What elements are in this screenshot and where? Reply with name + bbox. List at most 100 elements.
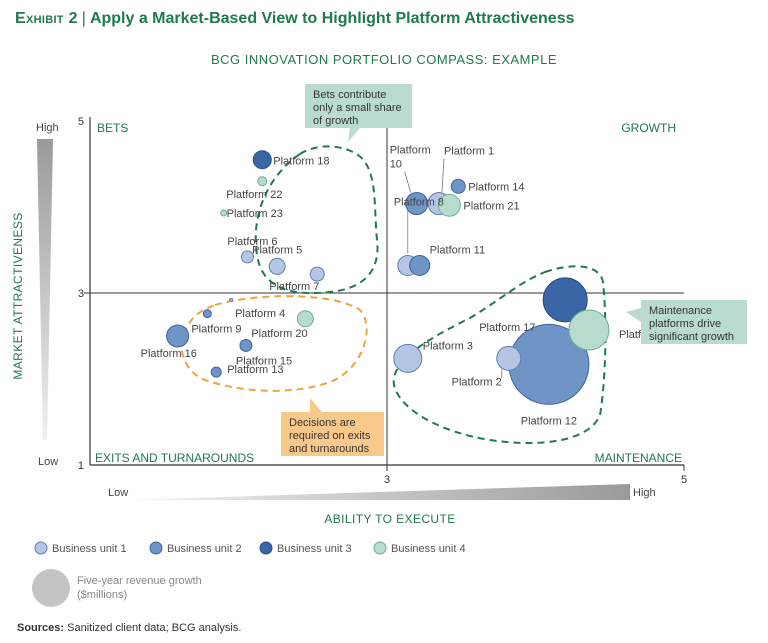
x-axis-title: ABILITY TO EXECUTE bbox=[324, 512, 455, 526]
size-legend-circle bbox=[32, 569, 70, 607]
maintenance-group-outline bbox=[392, 265, 607, 444]
callout-pointer bbox=[348, 128, 360, 142]
bubble-platform-9 bbox=[202, 309, 212, 319]
bubble-platform-10 bbox=[405, 192, 429, 216]
y-axis-wedge bbox=[37, 139, 53, 440]
legend-item-1: Business unit 1 bbox=[34, 541, 127, 555]
legend-item-4: Business unit 4 bbox=[373, 541, 466, 555]
exhibit-label: Exhibit 2 bbox=[15, 10, 78, 27]
quadrant-label-maintenance: MAINTENANCE bbox=[595, 451, 682, 465]
y-tick-label: 3 bbox=[78, 288, 84, 300]
quadrant-label-bets: BETS bbox=[97, 121, 128, 135]
legend-swatch bbox=[34, 541, 48, 555]
callout-line: platforms drive bbox=[649, 318, 721, 330]
point-label-platform-7: Platform 7 bbox=[269, 281, 319, 293]
callout-line: of growth bbox=[313, 115, 358, 127]
point-label-platform-12: Platform 12 bbox=[521, 415, 577, 427]
bubble-platform-3 bbox=[393, 343, 423, 373]
callout-pointer bbox=[310, 398, 322, 412]
x-axis-wedge bbox=[130, 484, 630, 500]
point-label-platform-22: Platform 22 bbox=[226, 189, 282, 201]
point-label-platform-10: Platform 10 bbox=[390, 145, 431, 171]
size-legend-line2: ($millions) bbox=[77, 589, 127, 601]
bubble-platform-23 bbox=[220, 209, 228, 217]
legend-label: Business unit 2 bbox=[167, 543, 242, 555]
point-label-platform-21: Platform 21 bbox=[463, 200, 519, 212]
point-label-platform-15: Platform 15 bbox=[236, 355, 292, 367]
callout-box bbox=[281, 412, 384, 456]
bets-group-outline bbox=[254, 145, 379, 295]
point-label-platform-17: Platform 17 bbox=[479, 322, 535, 334]
callout-box bbox=[641, 300, 747, 344]
point-label-platform-13: Platform 13 bbox=[227, 364, 283, 376]
bubble-platform-14 bbox=[450, 178, 466, 194]
legend-label: Business unit 4 bbox=[391, 543, 466, 555]
x-low-label: Low bbox=[108, 487, 128, 499]
size-legend-line1: Five-year revenue growth bbox=[77, 575, 202, 587]
point-label-platform-20: Platform 20 bbox=[251, 328, 307, 340]
legend-item-2: Business unit 2 bbox=[149, 541, 242, 555]
quadrant-label-exits: EXITS AND TURNAROUNDS bbox=[95, 451, 254, 465]
exits-group-outline bbox=[180, 295, 368, 392]
source-label: Sources: bbox=[17, 622, 65, 634]
point-label-platform-14: Platform 14 bbox=[468, 181, 524, 193]
exhibit-title: Exhibit 2 | Apply a Market-Based View to H… bbox=[15, 10, 575, 28]
legend-label: Business unit 3 bbox=[277, 543, 352, 555]
callout-line: Decisions are bbox=[289, 417, 356, 429]
bubble-platform-2 bbox=[496, 345, 522, 371]
source-note: Sources: Sanitized client data; BCG anal… bbox=[17, 622, 241, 634]
x-tick-label: 5 bbox=[681, 474, 687, 486]
callout-pointer bbox=[626, 308, 641, 322]
point-label-platform-2: Platform 2 bbox=[452, 376, 502, 388]
bubble-platform-21 bbox=[437, 193, 461, 217]
bubble-platform-17 bbox=[542, 277, 588, 323]
bubble-platform-18 bbox=[252, 150, 272, 170]
quadrant-label-growth: GROWTH bbox=[621, 121, 676, 135]
point-label-platform-4: Platform 4 bbox=[235, 308, 285, 320]
x-tick-label: 3 bbox=[384, 474, 390, 486]
legend-swatch bbox=[373, 541, 387, 555]
callout-line: only a small share bbox=[313, 102, 402, 114]
x-high-label: High bbox=[633, 487, 656, 499]
chart-subtitle: BCG INNOVATION PORTFOLIO COMPASS: EXAMPL… bbox=[210, 52, 558, 67]
point-label-platform-5: Platform 5 bbox=[252, 244, 302, 256]
bubble-platform-19 bbox=[568, 309, 610, 351]
point-label-platform-6: Platform 6 bbox=[227, 236, 277, 248]
callout-line: Maintenance bbox=[649, 305, 712, 317]
point-label-platform-9: Platform 9 bbox=[191, 324, 241, 336]
callout-line: Bets contribute bbox=[313, 89, 386, 101]
bubble-platform-16 bbox=[166, 324, 190, 348]
bubble-platform-6 bbox=[240, 250, 254, 264]
bubble-platform-15 bbox=[239, 338, 253, 352]
bubble-platform-7 bbox=[309, 266, 325, 282]
y-low-label: Low bbox=[38, 456, 58, 468]
callout-line: significant growth bbox=[649, 331, 734, 343]
point-label-platform-23: Platform 23 bbox=[227, 208, 283, 220]
point-label-platform-16: Platform 16 bbox=[141, 348, 197, 360]
bubble-platform-5 bbox=[268, 257, 286, 275]
leader-line bbox=[404, 171, 412, 193]
bubble-platform-4 bbox=[229, 297, 234, 302]
bubble-platform-20 bbox=[296, 310, 314, 328]
legend-label: Business unit 1 bbox=[52, 543, 127, 555]
source-text: Sanitized client data; BCG analysis. bbox=[67, 622, 242, 634]
y-high-label: High bbox=[36, 122, 59, 134]
exhibit-title-text: Apply a Market-Based View to Highlight P… bbox=[89, 10, 575, 27]
callout-line: required on exits bbox=[289, 430, 371, 442]
y-tick-label: 5 bbox=[78, 116, 84, 128]
point-label-platform-8: Platform 8 bbox=[394, 196, 444, 208]
legend-swatch bbox=[259, 541, 273, 555]
bubble-platform-11 bbox=[409, 254, 431, 276]
point-label-platform-18: Platform 18 bbox=[273, 156, 329, 168]
legend-swatch bbox=[149, 541, 163, 555]
point-label-platform-3: Platform 3 bbox=[423, 340, 473, 352]
y-tick-label: 1 bbox=[78, 460, 84, 472]
y-axis-title: MARKET ATTRACTIVENESS bbox=[11, 212, 25, 379]
callout-box bbox=[305, 84, 412, 128]
bubble-platform-22 bbox=[257, 176, 268, 187]
point-label-platform-1: Platform 1 bbox=[444, 146, 494, 158]
callout-line: and turnarounds bbox=[289, 443, 370, 455]
